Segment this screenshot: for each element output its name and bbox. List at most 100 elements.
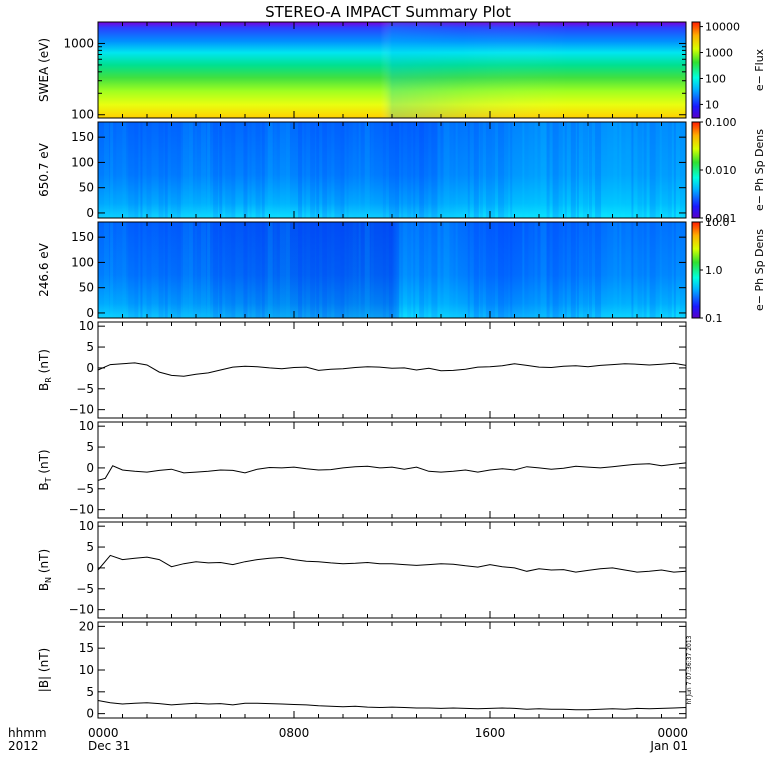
spectrogram-streak <box>479 122 483 218</box>
spectrogram-streak <box>261 122 265 218</box>
y-axis-label-main: B <box>37 482 51 490</box>
spectrogram-streak <box>679 122 685 218</box>
spectrogram-streak <box>552 222 559 318</box>
spectrogram-streak <box>388 222 395 318</box>
y-tick-label: 15 <box>79 641 94 655</box>
y-tick-label: −5 <box>76 582 94 596</box>
spectrogram-streak <box>570 122 576 218</box>
y-tick-label: 10 <box>79 519 94 533</box>
spectrogram-streak <box>552 122 559 218</box>
spectrogram-streak <box>273 222 277 318</box>
y-axis-label: 246.6 eV <box>37 242 51 297</box>
spectrogram-streak <box>522 222 525 318</box>
spectrogram-streak <box>546 122 550 218</box>
y-tick-label: 5 <box>86 340 94 354</box>
spectrogram-streak <box>279 122 286 218</box>
y-tick-label: 150 <box>71 230 94 244</box>
spectrogram-streak <box>528 122 534 218</box>
y-tick-label: 10 <box>79 419 94 433</box>
spectrogram-streak <box>582 222 588 318</box>
panel-1: 10 100 1000 10000 e− Flux 100 1000 SWEA (eV) <box>37 21 766 122</box>
spectrogram-streak <box>504 122 509 218</box>
spectrogram-streak <box>261 222 265 318</box>
spectrogram-streak <box>182 122 189 218</box>
panel-3: 0.1 1.0 10.0 e− Ph Sp Dens 0 50 100 150 246.6 eV <box>37 216 766 325</box>
y-axis-label-unit: (nT) <box>37 449 51 477</box>
spectrogram-streak <box>170 122 177 218</box>
spectrogram-streak <box>419 122 425 218</box>
spectrogram-streak <box>207 122 211 218</box>
spectrogram-streak <box>540 122 547 218</box>
spectrogram-streak <box>285 122 290 218</box>
spectrogram-streak <box>576 122 579 218</box>
spectrogram-streak <box>110 222 114 318</box>
panel-2: 0.001 0.010 0.100 e− Ph Sp Dens 0 50 100 150 650… <box>37 116 766 225</box>
spectrogram-streak <box>176 122 181 218</box>
spectrogram-streak <box>304 222 307 318</box>
spectrogram-streak <box>116 122 123 218</box>
spectrogram-streak <box>510 122 513 218</box>
y-axis-label-unit: (nT) <box>37 349 51 377</box>
spectrogram-streak <box>316 222 320 318</box>
spectrogram-streak <box>455 122 458 218</box>
spectrogram-streak <box>667 122 672 218</box>
panel-frame <box>97 321 687 419</box>
spectrogram-streak <box>328 222 332 318</box>
spectrogram-streak <box>279 222 286 318</box>
spectrogram-streak <box>304 122 307 218</box>
colorbar-tick-label: 1000 <box>705 47 733 60</box>
spectrogram-streak <box>589 222 593 318</box>
spectrogram-streak <box>158 222 164 318</box>
y-tick-label: 0 <box>86 707 94 721</box>
spectrogram-streak <box>655 122 660 218</box>
spectrogram-streak <box>498 222 505 318</box>
spectrogram-streak <box>310 222 316 318</box>
spectrogram-streak <box>134 122 139 218</box>
y-tick-label: −10 <box>69 503 94 517</box>
spectrogram-streak <box>558 222 563 318</box>
spectrogram-streak <box>388 122 395 218</box>
y-tick-label: −5 <box>76 382 94 396</box>
spectrogram-streak <box>219 122 223 218</box>
spectrogram-streak <box>273 122 277 218</box>
spectrogram-streak <box>225 122 232 218</box>
spectrogram-streak <box>407 122 412 218</box>
spectrogram-streak <box>104 122 110 218</box>
pitch-angle-spectrogram-shading <box>98 122 686 218</box>
y-axis-label-main: B <box>37 383 51 391</box>
y-axis-label: 650.7 eV <box>37 142 51 197</box>
spectrogram-streak <box>492 222 496 318</box>
spectrogram-streak <box>249 222 252 318</box>
y-axis-label: BN (nT) <box>37 549 53 591</box>
spectrogram-streak <box>188 122 193 218</box>
panel-4: −10 −5 0 5 10 BR (nT) <box>37 319 687 419</box>
spectrogram-streak <box>146 122 152 218</box>
y-tick-label: 10 <box>79 663 94 677</box>
spectrogram-streak <box>358 122 361 218</box>
spectrogram-streak <box>431 222 438 318</box>
spectrogram-streak <box>98 122 100 218</box>
spectrogram-streak <box>534 222 538 318</box>
spectrogram-streak <box>104 222 110 318</box>
spectrogram-streak <box>437 222 441 318</box>
y-tick-label: 5 <box>86 685 94 699</box>
spectrogram-streak <box>643 122 647 218</box>
spectrogram-streak <box>564 122 567 218</box>
y-tick-label: 150 <box>71 130 94 144</box>
spectrogram-streak <box>310 122 316 218</box>
spectrogram-streak <box>473 122 479 218</box>
spectrogram-streak <box>188 222 193 318</box>
time-tick-label: 1600 <box>475 726 506 740</box>
colorbar <box>692 222 700 318</box>
time-tick-date: Jan 01 <box>649 739 688 753</box>
spectrogram-streak <box>219 222 223 318</box>
spectrogram-streak <box>194 122 197 218</box>
colorbar-tick-label: 100 <box>705 72 726 85</box>
colorbar-tick-label: 0.1 <box>705 312 723 325</box>
spectrogram-streak <box>98 222 100 318</box>
spectrogram-streak <box>613 122 618 218</box>
spectrogram-streak <box>522 122 525 218</box>
spectrogram-streak <box>655 222 660 318</box>
spectrogram-streak <box>589 122 593 218</box>
